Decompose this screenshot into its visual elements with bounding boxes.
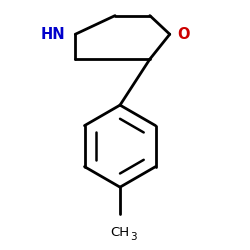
Text: HN: HN	[41, 27, 65, 42]
Text: O: O	[177, 27, 190, 42]
Text: CH: CH	[110, 226, 130, 239]
Text: 3: 3	[130, 232, 137, 242]
